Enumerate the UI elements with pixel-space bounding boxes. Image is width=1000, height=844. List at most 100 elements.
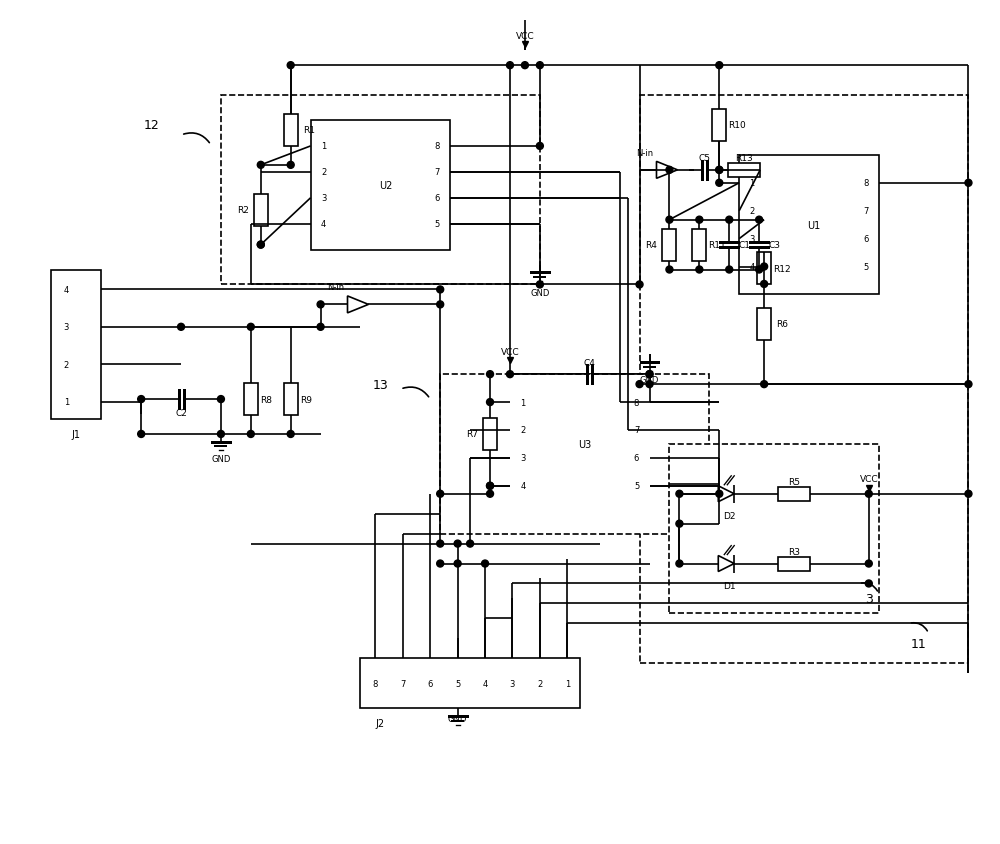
Bar [360, 658, 580, 708]
Text: 8: 8 [634, 398, 639, 407]
Text: R10: R10 [728, 122, 746, 130]
Text: 11: 11 [911, 637, 926, 650]
Circle shape [756, 267, 763, 273]
Text: 7: 7 [435, 168, 440, 177]
Bar [712, 110, 726, 142]
Text: 3: 3 [749, 235, 755, 244]
Text: 6: 6 [428, 679, 433, 688]
Bar [311, 121, 450, 251]
Circle shape [726, 267, 733, 273]
Bar [669, 445, 879, 614]
Text: R1: R1 [303, 127, 315, 135]
Circle shape [676, 490, 683, 498]
Text: 7: 7 [863, 207, 868, 216]
Text: 6: 6 [863, 235, 868, 244]
Bar [510, 375, 650, 514]
Circle shape [761, 263, 768, 271]
Text: 1: 1 [321, 143, 326, 151]
Text: 4: 4 [520, 482, 526, 490]
Circle shape [716, 167, 723, 174]
Text: GND: GND [640, 376, 659, 384]
Bar [662, 230, 676, 262]
Circle shape [287, 431, 294, 438]
Bar [757, 252, 771, 284]
Circle shape [257, 242, 264, 249]
Circle shape [636, 381, 643, 388]
FancyArrowPatch shape [184, 133, 209, 143]
Text: 3: 3 [510, 679, 515, 688]
Circle shape [437, 301, 444, 309]
Text: 8: 8 [435, 143, 440, 151]
Text: 8: 8 [373, 679, 378, 688]
Text: C1: C1 [738, 241, 750, 250]
Circle shape [716, 490, 723, 498]
Circle shape [487, 483, 494, 490]
Text: 3: 3 [520, 454, 526, 463]
Text: D2: D2 [723, 511, 735, 521]
Bar [757, 309, 771, 340]
Bar [284, 384, 298, 415]
Circle shape [317, 324, 324, 331]
Bar [483, 419, 497, 451]
Circle shape [536, 143, 543, 150]
Circle shape [138, 431, 145, 438]
Circle shape [178, 324, 185, 331]
Circle shape [247, 431, 254, 438]
Text: R3: R3 [788, 548, 800, 556]
Circle shape [726, 217, 733, 224]
Circle shape [676, 560, 683, 567]
Bar [51, 270, 101, 419]
Circle shape [646, 381, 653, 388]
Text: 1: 1 [64, 398, 69, 407]
Circle shape [138, 396, 145, 403]
Circle shape [454, 560, 461, 567]
Circle shape [487, 399, 494, 406]
Text: 13: 13 [373, 378, 388, 391]
Text: U1: U1 [807, 220, 821, 230]
Circle shape [287, 62, 294, 69]
Text: 1: 1 [565, 679, 570, 688]
Circle shape [761, 381, 768, 388]
Circle shape [646, 371, 653, 378]
Circle shape [676, 521, 683, 528]
Bar [739, 155, 879, 295]
Text: C4: C4 [584, 358, 596, 367]
Text: R12: R12 [773, 264, 791, 273]
Bar [284, 115, 298, 147]
Circle shape [965, 490, 972, 498]
FancyArrowPatch shape [911, 623, 927, 631]
Circle shape [287, 162, 294, 169]
Circle shape [696, 217, 703, 224]
Circle shape [487, 371, 494, 378]
Text: VCC: VCC [859, 474, 878, 484]
Circle shape [454, 540, 461, 548]
Text: 2: 2 [64, 360, 69, 370]
Text: 6: 6 [435, 194, 440, 203]
Text: 7: 7 [634, 426, 639, 435]
Circle shape [716, 167, 723, 174]
Text: 2: 2 [520, 426, 526, 435]
Text: R7: R7 [466, 430, 478, 439]
Text: VCC: VCC [501, 348, 519, 356]
Circle shape [487, 490, 494, 498]
FancyArrowPatch shape [403, 387, 429, 398]
Text: 2: 2 [750, 207, 755, 216]
Text: R6: R6 [776, 320, 788, 329]
Text: 7: 7 [400, 679, 406, 688]
Text: 12: 12 [143, 119, 159, 133]
Text: R13: R13 [735, 154, 753, 163]
Text: 3: 3 [321, 194, 326, 203]
Circle shape [521, 62, 528, 69]
Circle shape [437, 560, 444, 567]
Bar [778, 557, 810, 571]
Circle shape [437, 287, 444, 294]
Text: N-in: N-in [636, 149, 653, 158]
Circle shape [666, 167, 673, 174]
Text: 5: 5 [634, 482, 639, 490]
Bar [728, 164, 760, 177]
Text: 4: 4 [750, 262, 755, 272]
Bar [254, 194, 268, 226]
Circle shape [761, 281, 768, 288]
Text: C3: C3 [768, 241, 780, 250]
Bar [640, 96, 968, 663]
